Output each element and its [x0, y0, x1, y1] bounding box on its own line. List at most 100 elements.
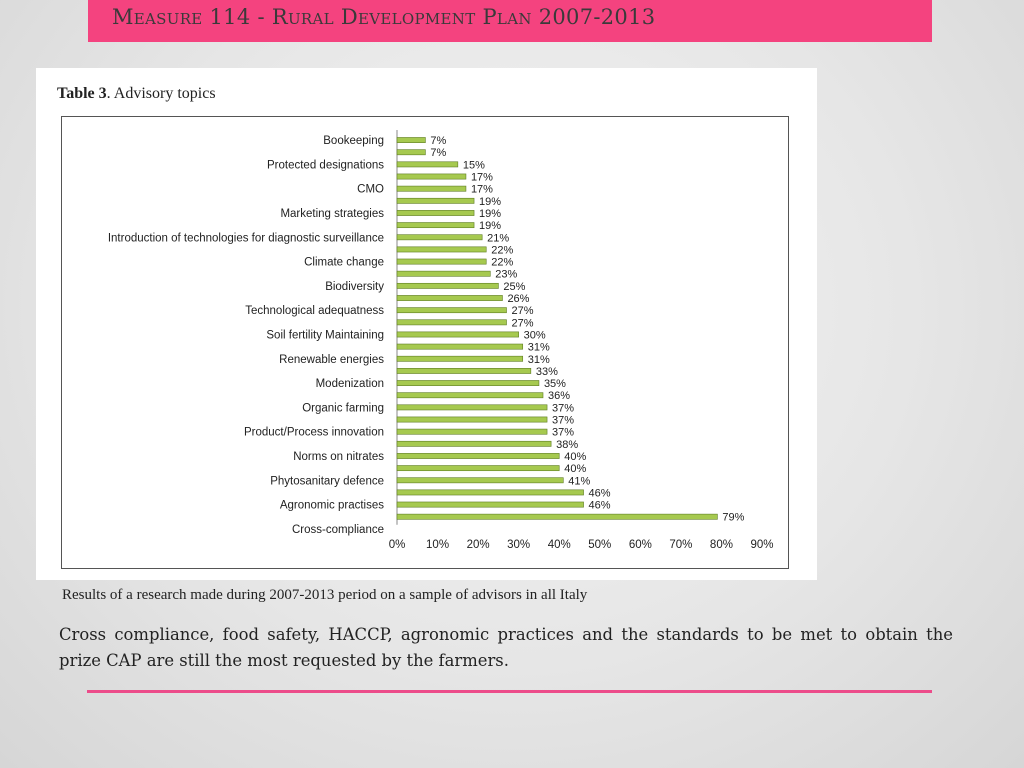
data-label: 30% — [524, 329, 546, 341]
bar — [396, 416, 548, 423]
x-tick-label: 50% — [588, 539, 611, 551]
category-label: Renewable energies — [279, 354, 384, 366]
data-label: 35% — [544, 378, 566, 390]
source-note: Results of a research made during 2007-2… — [62, 587, 588, 603]
category-label: Bookeeping — [323, 135, 384, 147]
bar — [396, 477, 564, 484]
bar — [396, 149, 426, 156]
data-label: 7% — [430, 135, 446, 147]
category-label: Agronomic practises — [280, 500, 384, 512]
data-label: 27% — [512, 305, 534, 317]
bar — [396, 380, 540, 386]
data-label: 17% — [471, 172, 493, 184]
table-caption-number: Table 3 — [57, 85, 107, 102]
bar — [396, 234, 483, 241]
category-label: CMO — [357, 184, 384, 196]
category-label: Product/Process innovation — [244, 427, 384, 439]
data-label: 19% — [479, 220, 501, 232]
slide-title: Measure 114 - Rural Development Plan 200… — [112, 5, 656, 29]
bar — [396, 210, 475, 216]
data-label: 22% — [491, 244, 513, 256]
category-label: Biodiversity — [325, 281, 384, 293]
category-label: Climate change — [304, 257, 384, 269]
x-tick-label: 60% — [629, 539, 652, 551]
category-label: Norms on nitrates — [293, 451, 384, 463]
x-tick-label: 0% — [389, 539, 406, 551]
data-label: 41% — [568, 475, 590, 487]
bar — [396, 501, 584, 508]
data-label: 7% — [430, 147, 446, 159]
bar — [396, 307, 507, 314]
category-label: Phytosanitary defence — [270, 475, 384, 487]
category-label: Technological adequatness — [245, 305, 384, 317]
table-caption: Table 3. Advisory topics — [57, 85, 216, 103]
category-label: Organic farming — [302, 402, 384, 414]
bar — [396, 319, 507, 326]
data-label: 31% — [528, 354, 550, 366]
bar — [396, 465, 560, 472]
data-label: 22% — [491, 257, 513, 269]
x-tick-label: 70% — [669, 539, 692, 551]
bar — [396, 440, 552, 447]
data-label: 26% — [507, 293, 529, 305]
bar — [396, 137, 426, 143]
bar — [396, 343, 524, 350]
data-label: 37% — [552, 415, 574, 427]
bar-chart: 7%7%15%17%17%19%19%19%21%22%22%23%25%26%… — [108, 130, 774, 551]
data-label: 37% — [552, 427, 574, 439]
bar — [396, 355, 524, 362]
data-label: 21% — [487, 232, 509, 244]
x-tick-label: 40% — [548, 539, 571, 551]
bar — [396, 258, 487, 265]
category-label: Cross-compliance — [292, 524, 384, 536]
data-label: 19% — [479, 196, 501, 208]
data-label: 40% — [564, 451, 586, 463]
bar — [396, 513, 718, 520]
category-label: Modenization — [316, 378, 384, 390]
bar — [396, 428, 548, 435]
data-label: 40% — [564, 463, 586, 475]
data-label: 23% — [495, 269, 517, 281]
x-tick-label: 20% — [467, 539, 490, 551]
x-tick-label: 80% — [710, 539, 733, 551]
bar — [396, 270, 491, 277]
data-label: 79% — [722, 512, 744, 524]
data-label: 36% — [548, 390, 570, 402]
chart-figure: Table 3. Advisory topics 7% 7% 15% 17% 17% 19… — [36, 68, 817, 580]
data-label: 15% — [463, 159, 485, 171]
bar — [396, 197, 475, 204]
bar — [396, 222, 475, 229]
bar — [396, 282, 499, 289]
data-label: 37% — [552, 402, 574, 414]
category-label: Introduction of technologies for diagnos… — [108, 232, 384, 244]
data-label: 17% — [471, 184, 493, 196]
data-label: 31% — [528, 342, 550, 354]
data-label: 46% — [589, 500, 611, 512]
bottom-rule — [87, 690, 932, 693]
table-caption-title: . Advisory topics — [106, 85, 216, 102]
bar — [396, 295, 503, 301]
bar — [396, 173, 467, 180]
chart-frame: 7% 7% 15% 17% 17% 19% 19% 19% 21% 22% 22% 23% 25% 26%… — [61, 116, 789, 569]
x-tick-label: 30% — [507, 539, 530, 551]
bar — [396, 392, 544, 399]
data-label: 19% — [479, 208, 501, 220]
data-label: 27% — [512, 317, 534, 329]
category-label: Protected designations — [267, 159, 384, 171]
bar — [396, 453, 560, 459]
bar — [396, 246, 487, 253]
data-label: 33% — [536, 366, 558, 378]
data-label: 46% — [589, 487, 611, 499]
title-bar: Measure 114 - Rural Development Plan 200… — [88, 0, 932, 42]
bar — [396, 489, 584, 496]
category-label: Soil fertility Maintaining — [266, 329, 384, 341]
category-label: Marketing strategies — [280, 208, 384, 220]
x-tick-label: 10% — [426, 539, 449, 551]
data-label: 38% — [556, 439, 578, 451]
bar — [396, 404, 548, 411]
bar — [396, 185, 467, 192]
bar — [396, 368, 532, 374]
data-label: 25% — [503, 281, 525, 293]
bar — [396, 161, 459, 168]
body-text: Cross compliance, food safety, HACCP, ag… — [59, 625, 953, 670]
